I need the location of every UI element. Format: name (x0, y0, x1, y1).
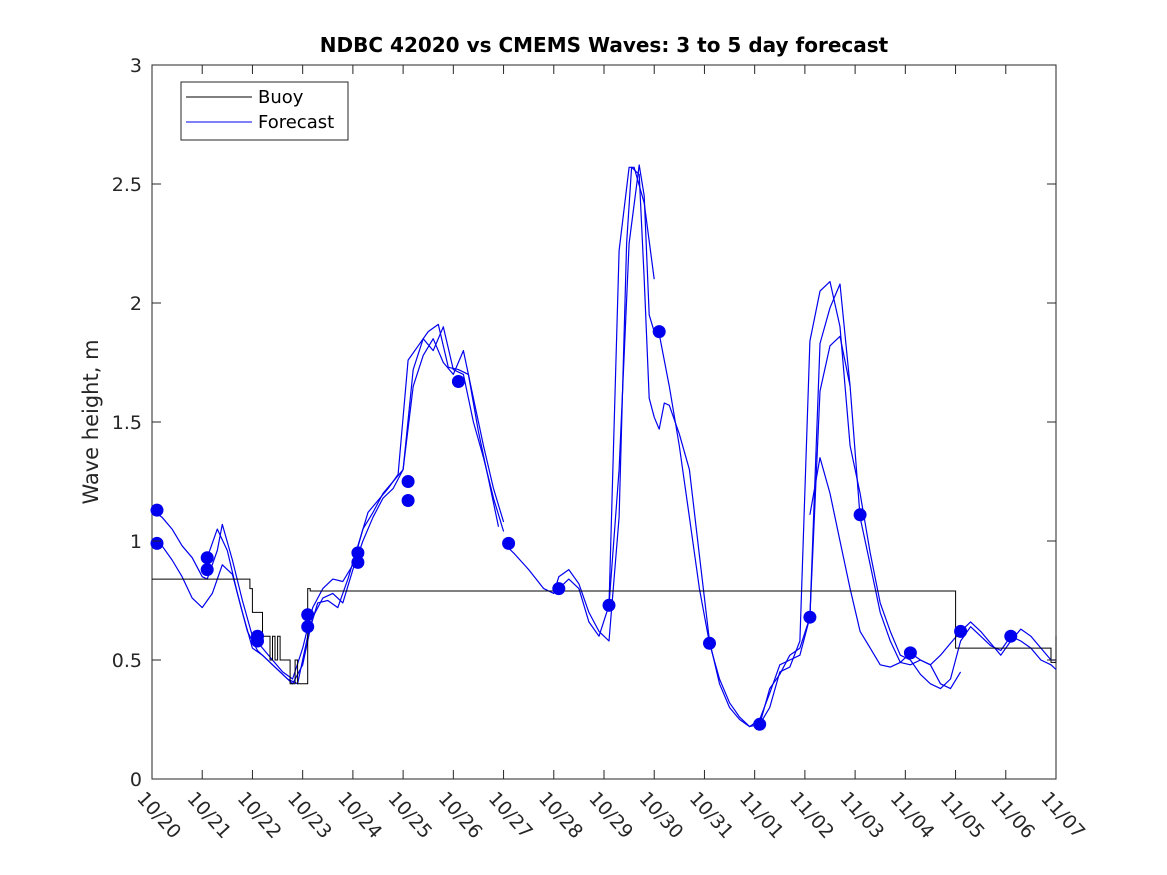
forecast-line (809, 457, 962, 690)
forecast-start-marker (150, 503, 164, 517)
y-tick-label: 2 (130, 293, 142, 315)
forecast-line (151, 326, 505, 685)
forecast-start-marker (853, 508, 867, 522)
forecast-line (759, 283, 851, 725)
y-tick-label: 1 (130, 531, 142, 553)
y-tick-label: 1.5 (112, 412, 142, 434)
forecast-line (608, 166, 655, 606)
y-tick-label: 0.5 (112, 650, 142, 672)
legend: Buoy Forecast (180, 81, 349, 141)
forecast-start-marker (301, 608, 315, 622)
forecast-start-marker (451, 375, 465, 388)
y-tick-label: 0 (130, 769, 142, 791)
forecast-start-marker (552, 582, 566, 596)
legend-forecast-label: Forecast (258, 112, 334, 133)
forecast-start-marker (1004, 629, 1018, 643)
forecast-start-marker (652, 325, 666, 339)
forecast-start-marker (150, 536, 164, 550)
marker-layer (150, 325, 1018, 731)
buoy-line (152, 578, 1057, 685)
forecast-start-marker (954, 624, 968, 638)
forecast-start-marker (401, 475, 415, 488)
forecast-start-marker (803, 610, 817, 624)
y-tick-label: 2.5 (112, 174, 142, 196)
forecast-start-marker (401, 494, 415, 507)
y-axis-ticks: 0 0.5 1 1.5 2 2.5 3 (112, 55, 1056, 791)
forecast-start-marker (351, 546, 365, 560)
forecast-start-marker (903, 646, 917, 660)
forecast-start-marker (200, 563, 214, 577)
y-tick-label: 3 (130, 55, 142, 77)
forecast-start-marker (703, 636, 716, 650)
forecast-start-marker (251, 634, 264, 648)
forecast-start-marker (200, 551, 214, 565)
legend-buoy-label: Buoy (258, 87, 304, 108)
chart-title: NDBC 42020 vs CMEMS Waves: 3 to 5 day fo… (320, 33, 889, 57)
forecast-start-marker (602, 598, 616, 612)
forecast-start-marker (753, 717, 767, 731)
forecast-start-marker (351, 555, 365, 569)
forecast-start-marker (301, 620, 315, 634)
legend-box (180, 81, 349, 141)
plot-area (151, 64, 1057, 780)
forecast-line (558, 164, 1057, 728)
forecast-start-marker (502, 536, 516, 550)
y-axis-label: Wave height, m (79, 339, 103, 504)
